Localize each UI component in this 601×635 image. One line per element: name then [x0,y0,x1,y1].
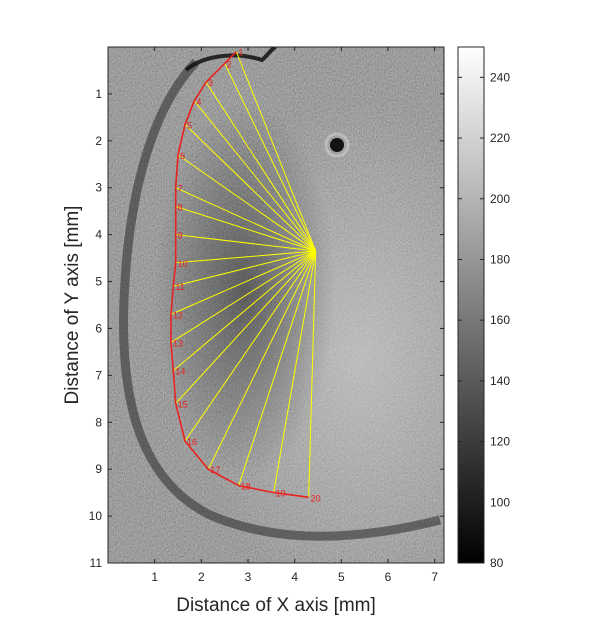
x-tick-label: 2 [198,570,205,584]
y-tick-label: 9 [95,462,102,476]
colorbar-tick-label: 180 [490,252,510,266]
boundary-label-8: 8 [178,202,183,212]
radial-line-15 [175,250,317,404]
y-axis-label: Distance of Y axis [mm] [62,206,83,405]
colorbar-tick-label: 240 [490,70,510,84]
x-axis-label: Distance of X axis [mm] [176,595,376,616]
radial-line-12 [170,250,316,315]
boundary-label-20: 20 [311,493,321,503]
boundary-label-1: 1 [238,48,243,58]
x-tick-label: 4 [291,570,298,584]
radial-line-1 [235,51,317,252]
radial-lines [170,51,317,498]
radial-line-7 [175,187,316,252]
radial-line-9 [175,234,316,252]
pore-spot [330,138,344,152]
radial-line-4 [193,100,317,252]
boundary-label-2: 2 [227,59,232,69]
boundary-line [170,51,309,499]
colorbar-tick-label: 120 [490,435,510,449]
boundary-label-15: 15 [178,400,188,410]
boundary-label-7: 7 [178,184,183,194]
boundary-label-3: 3 [208,78,213,88]
boundary-label-18: 18 [241,482,251,492]
radial-line-10 [175,250,316,264]
plot-frame [107,46,445,564]
boundary-label-13: 13 [173,339,183,349]
boundary-label-19: 19 [276,489,286,499]
radial-line-2 [224,63,317,252]
radial-line-14 [173,250,316,372]
y-tick-label: 4 [95,228,102,242]
y-tick-label: 6 [95,321,102,335]
colorbar-tick-label: 100 [490,495,510,509]
y-tick-label: 2 [95,134,102,148]
radial-line-8 [175,206,316,252]
outer-dark-band [119,58,442,541]
boundary-label-4: 4 [196,97,201,107]
boundary-label-9: 9 [178,231,183,241]
colorbar-ticks: 80 100 120 140 160 180 200 220 240 [458,70,510,570]
radial-line-3 [205,81,317,252]
y-tick-label: 11 [90,556,103,570]
radial-line-11 [173,250,316,287]
x-tick-label: 1 [151,570,158,584]
boundary-label-11: 11 [175,282,184,292]
y-tick-label: 5 [95,275,102,289]
crack-mark [184,47,277,72]
x-tick-label: 7 [431,570,438,584]
y-tick-label: 8 [95,415,102,429]
radial-line-20 [308,251,317,498]
colorbar-tick-label: 160 [490,313,510,327]
boundary-contour [170,51,309,499]
radial-line-6 [177,154,316,252]
boundary-label-14: 14 [175,367,185,377]
radial-line-13 [170,250,316,343]
y-tick-label: 3 [95,181,102,195]
radial-line-19 [273,250,317,493]
x-tick-label: 3 [245,570,252,584]
x-tick-label: 5 [338,570,345,584]
boundary-label-5: 5 [187,120,192,130]
y-tick-label: 10 [89,509,103,523]
colorbar-tick-label: 140 [490,374,510,388]
boundary-label-6: 6 [180,151,185,161]
boundary-label-17: 17 [210,465,220,475]
y-tick-label: 7 [95,368,102,382]
image-area [108,47,444,563]
boundary-label-10: 10 [178,259,188,269]
colorbar-tick-label: 200 [490,192,510,206]
colorbar-tick-label: 220 [490,131,510,145]
radial-line-18 [238,250,317,486]
dark-region [155,100,335,480]
boundary-label-16: 16 [187,437,197,447]
boundary-label-12: 12 [173,310,183,320]
y-tick-label: 1 [95,87,102,101]
colorbar-tick-label: 80 [490,556,504,570]
radial-line-5 [184,124,317,252]
x-tick-label: 6 [385,570,392,584]
colorbar [457,46,485,564]
radial-line-17 [207,250,317,470]
radial-line-16 [184,250,317,442]
pore-halo [324,132,350,158]
